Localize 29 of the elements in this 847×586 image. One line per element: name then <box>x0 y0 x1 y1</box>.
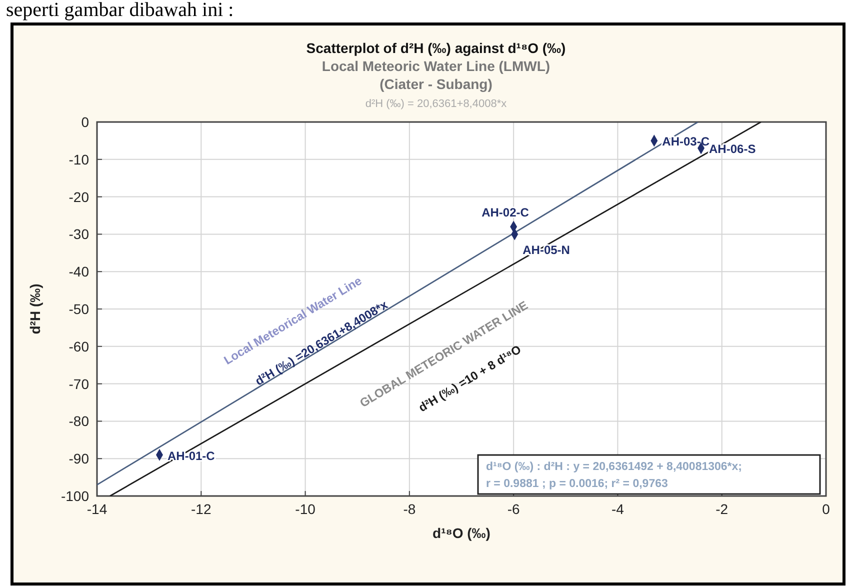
y-tick-label: -20 <box>68 188 90 205</box>
x-tick-label: -4 <box>611 501 624 517</box>
y-tick-label: 0 <box>81 114 90 130</box>
y-tick-label: -100 <box>60 488 90 504</box>
x-tick-label: 0 <box>822 501 830 517</box>
x-tick-label: -8 <box>403 501 416 517</box>
x-tick-label: -12 <box>191 501 212 517</box>
annotation: r = 0.9881 ; p = 0.0016; r² = 0,9763 <box>486 478 668 490</box>
y-tick-label: -80 <box>68 413 90 430</box>
x-tick-label: -6 <box>507 501 520 517</box>
text: seperti gambar dibawah ini : <box>6 0 234 21</box>
y-tick-label: -10 <box>68 151 90 168</box>
y-tick-label: -60 <box>68 338 90 354</box>
series-label: AH-02-C <box>482 206 530 220</box>
y-tick-label: -90 <box>68 450 90 467</box>
chart-title: Scatterplot of d²H (‰) against d¹⁸O (‰) <box>306 40 566 56</box>
x-tick-label: -10 <box>295 501 316 517</box>
y-tick-label: -70 <box>68 376 90 392</box>
text: (Ciater - Subang) <box>380 76 492 92</box>
x-tick-label: -2 <box>716 501 728 517</box>
chart-subtitle: Local Meteoric Water Line (LMWL) <box>322 58 550 74</box>
y-tick-label: -30 <box>68 226 90 242</box>
annotation: d¹⁸O (‰) : d²H : y = 20,6361492 + 8,40081306*x; <box>486 461 742 473</box>
y-tick-label: -50 <box>68 301 90 317</box>
y-tick-label: -40 <box>68 264 90 280</box>
text: d²H (‰) = 20,6361+8,4008*x <box>365 98 508 110</box>
x-axis-title: d¹⁸O (‰) <box>432 525 490 541</box>
y-axis-title: d²H (‰) <box>27 284 43 334</box>
x-tick-label: -14 <box>86 501 108 517</box>
